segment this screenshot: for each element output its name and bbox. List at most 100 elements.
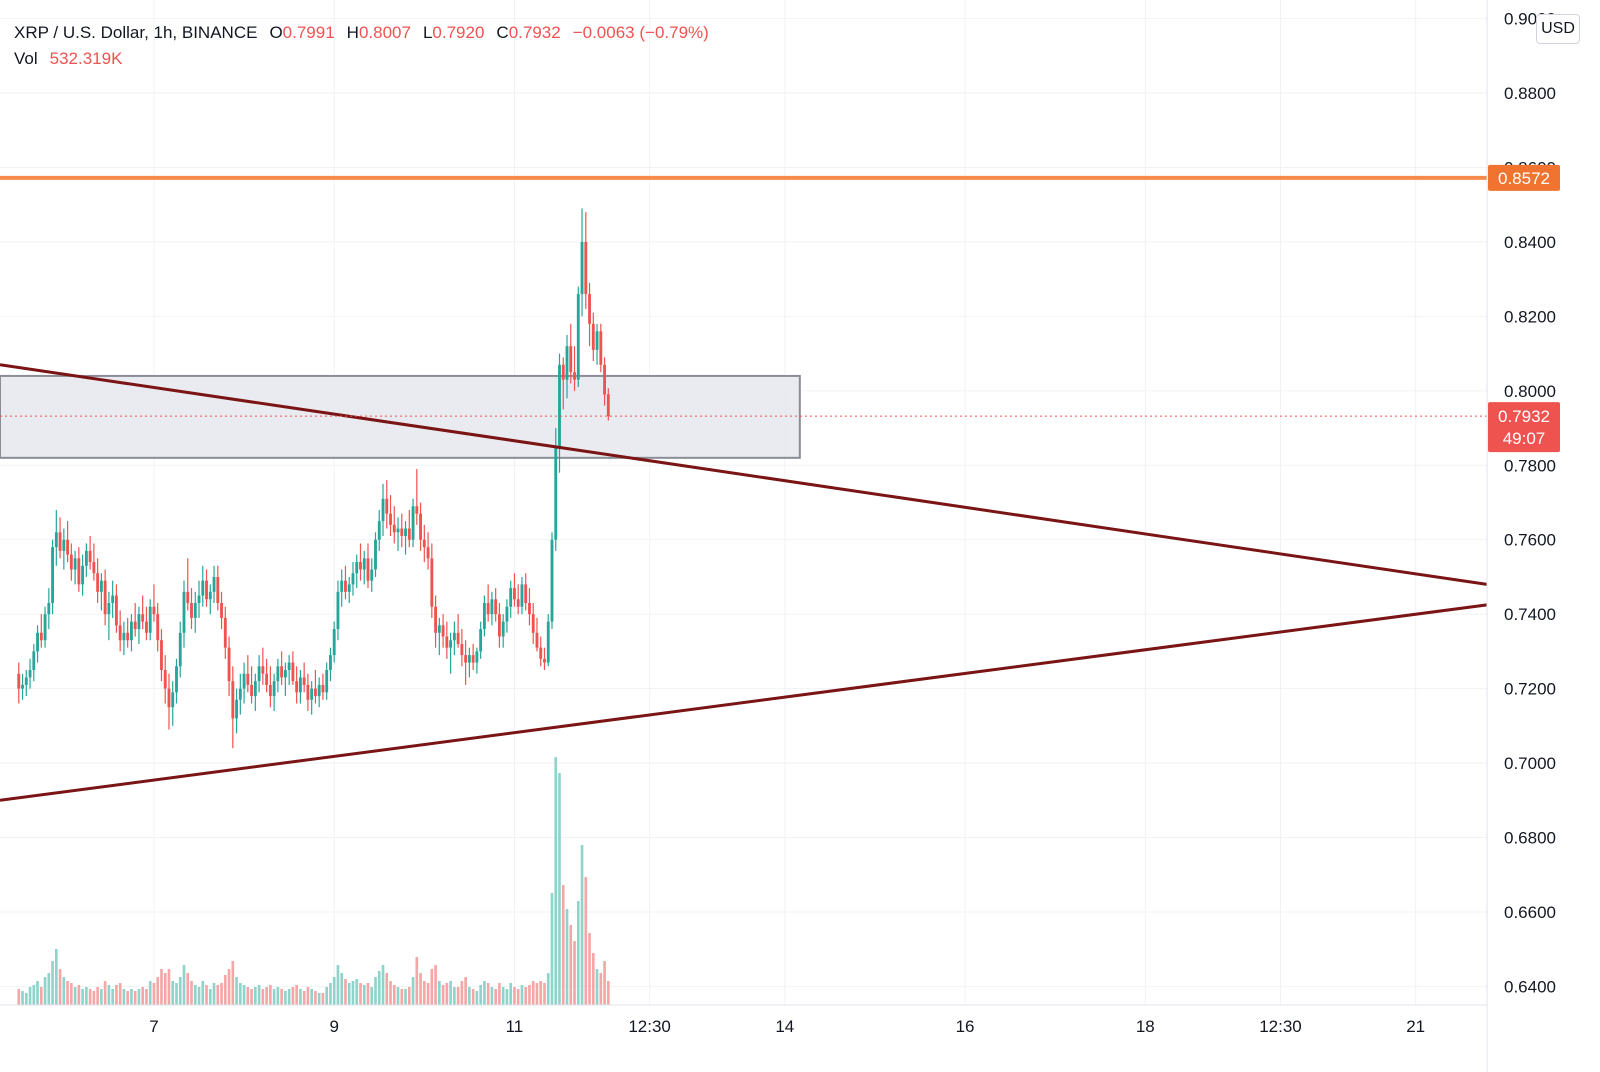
y-tick-label: 0.7200 (1504, 680, 1556, 699)
candle-body (160, 640, 163, 670)
y-tick-label: 0.8200 (1504, 307, 1556, 326)
volume-bar (85, 987, 88, 1005)
volume-bar (216, 985, 220, 1005)
volume-bar (276, 987, 280, 1005)
price-tags: 0.8572 0.7932 49:07 (1488, 164, 1560, 453)
candle-body (163, 670, 167, 689)
volume-bar (321, 993, 325, 1005)
volume-bar (182, 965, 186, 1005)
volume-bar (347, 983, 351, 1005)
volume-bar (160, 969, 163, 1005)
candle-body (606, 394, 610, 417)
volume-bar (55, 949, 58, 1005)
candle-body (84, 550, 88, 566)
candle-body (591, 323, 595, 350)
bar-countdown-label: 49:07 (1503, 429, 1546, 448)
candle-body (347, 584, 351, 592)
candle-body (167, 688, 171, 708)
volume-bar (385, 973, 389, 1005)
candle-body (268, 684, 272, 697)
candle-body (464, 655, 468, 663)
descending-trendline (0, 363, 1488, 586)
candle-body (145, 621, 148, 633)
candle-body (467, 655, 471, 663)
volume-bar (483, 981, 486, 1005)
close-value: 0.7932 (508, 23, 561, 42)
candle-body (554, 446, 558, 540)
candle-body (291, 662, 295, 682)
volume-bar (92, 991, 96, 1005)
volume-bar (212, 983, 216, 1005)
candle-body (265, 673, 269, 685)
candle-body (114, 595, 118, 626)
candle-body (171, 692, 175, 708)
candle-body (321, 684, 325, 693)
candle-body (216, 576, 220, 603)
candle-body (603, 364, 606, 395)
volume-bar (17, 989, 21, 1005)
x-tick-label: 9 (329, 1017, 338, 1036)
candle-body (385, 498, 389, 514)
candle-body (21, 684, 24, 689)
volume-bar (186, 973, 190, 1005)
volume-bar (576, 901, 580, 1005)
volume-bar (257, 985, 261, 1005)
volume-bar (239, 983, 242, 1005)
volume-bar (103, 981, 107, 1005)
volume-bar (208, 989, 212, 1005)
candle-body (445, 636, 449, 648)
candle-body (32, 651, 36, 670)
candle-body (486, 603, 490, 615)
candle-body (287, 662, 291, 670)
volume-bar (122, 989, 126, 1005)
volume-bar (486, 983, 490, 1005)
axes: 0.6400 0.6600 0.6800 0.7000 0.7200 0.7400 0.76… (0, 0, 1556, 1072)
volume-bar (460, 981, 464, 1005)
candle-body (411, 506, 415, 540)
volume-bar (490, 987, 494, 1005)
volume-bar (591, 953, 595, 1005)
volume-bar (314, 991, 317, 1005)
candle-body (561, 364, 565, 380)
candle-body (43, 614, 47, 641)
candle-body (370, 569, 374, 581)
volume-bar (524, 987, 528, 1005)
candle-body (359, 562, 362, 570)
candle-body (494, 599, 498, 615)
open-value: 0.7991 (282, 23, 335, 42)
x-tick-label: 16 (956, 1017, 975, 1036)
candle-body (501, 621, 505, 637)
volume-bar (340, 973, 344, 1005)
volume-bar (148, 981, 152, 1005)
volume-bar (580, 845, 584, 1005)
volume-bar (468, 987, 471, 1005)
volume-bar (137, 989, 141, 1005)
volume-bar (509, 983, 513, 1005)
volume-bar (607, 981, 610, 1005)
candle-body (77, 558, 81, 585)
volume-bar (411, 977, 415, 1005)
volume-bar (133, 991, 137, 1005)
candle-body (528, 603, 531, 615)
high-value: 0.8007 (358, 23, 411, 42)
volume-bar (366, 983, 370, 1005)
chart-grid (0, 0, 1487, 1005)
consolidation-zone (0, 374, 801, 459)
candle-body (107, 603, 111, 615)
candle-body (531, 614, 535, 633)
candle-body (69, 554, 73, 570)
last-price-tag (1488, 402, 1560, 453)
volume-bar (193, 985, 197, 1005)
candle-body (426, 547, 430, 559)
candle-body (325, 670, 329, 693)
y-tick-label: 0.7000 (1504, 754, 1556, 773)
candle-body (238, 688, 242, 700)
candle-body (565, 346, 569, 380)
candle-body (182, 591, 186, 633)
volume-bar (317, 993, 321, 1005)
candle-body (452, 632, 456, 641)
currency-button[interactable]: USD (1536, 14, 1580, 44)
volume-bar (325, 987, 329, 1005)
high-label: H (346, 23, 359, 42)
